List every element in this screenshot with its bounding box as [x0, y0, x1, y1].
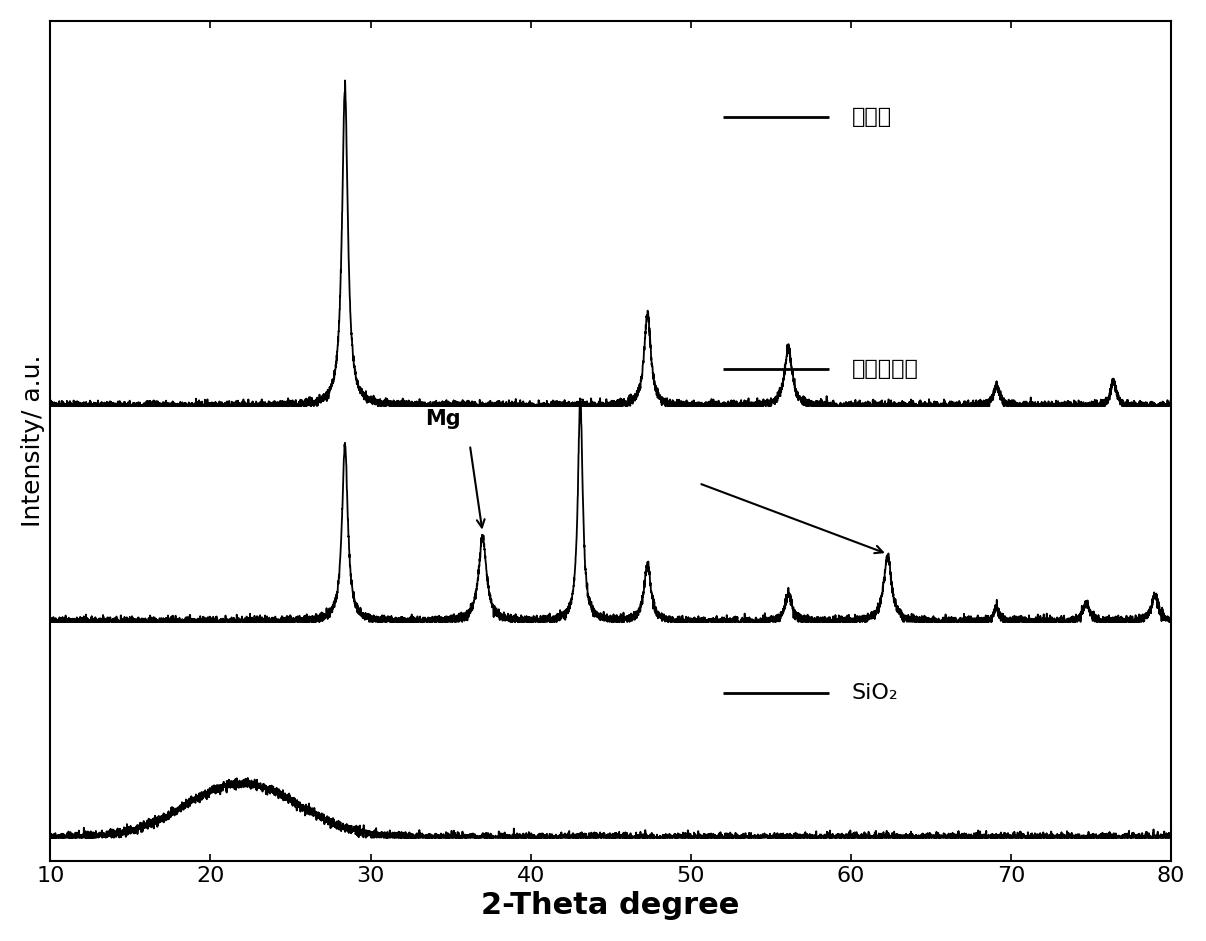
Y-axis label: Intensity/ a.u.: Intensity/ a.u. [21, 355, 45, 527]
X-axis label: 2-Theta degree: 2-Theta degree [481, 891, 739, 920]
Text: Mg: Mg [425, 409, 461, 429]
Text: SiO₂: SiO₂ [851, 683, 898, 703]
Text: 镇热还原后: 镇热还原后 [851, 359, 919, 379]
Text: 酸洗后: 酸洗后 [851, 107, 891, 127]
